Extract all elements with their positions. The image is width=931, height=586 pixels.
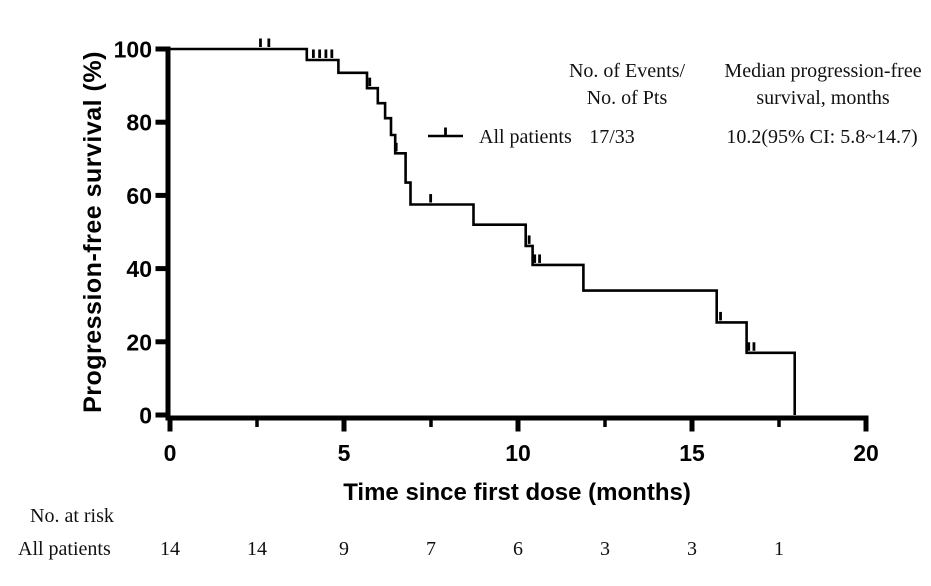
x-axis-tick-marks xyxy=(167,418,869,432)
x-tick-label-0: 0 xyxy=(164,440,177,466)
x-tick-label-10: 10 xyxy=(505,440,531,466)
at-risk-value-3: 7 xyxy=(426,538,436,560)
legend: All patients No. of Events/ No. of Pts M… xyxy=(428,60,922,148)
y-tick-label-0: 0 xyxy=(139,403,152,429)
at-risk-table: No. at risk All patients 14 14 9 7 6 3 3 1 xyxy=(18,505,784,560)
axes: 100 80 60 40 20 0 0 5 10 15 20 xyxy=(114,37,879,467)
y-tick-label-60: 60 xyxy=(126,183,152,209)
events-header-line1: No. of Events/ xyxy=(569,60,686,82)
censor-marks xyxy=(259,38,756,351)
x-axis-tick-labels: 0 5 10 15 20 xyxy=(164,440,879,466)
y-tick-label-100: 100 xyxy=(114,37,152,63)
y-tick-label-20: 20 xyxy=(126,329,152,355)
x-tick-label-20: 20 xyxy=(853,440,879,466)
x-tick-label-15: 15 xyxy=(679,440,705,466)
legend-series-label: All patients xyxy=(479,126,572,148)
at-risk-value-0: 14 xyxy=(160,538,180,560)
at-risk-value-1: 14 xyxy=(247,538,267,560)
at-risk-value-2: 9 xyxy=(339,538,349,560)
at-risk-title: No. at risk xyxy=(30,505,114,527)
at-risk-value-4: 6 xyxy=(513,538,523,560)
at-risk-value-6: 3 xyxy=(687,538,697,560)
y-tick-label-40: 40 xyxy=(126,256,152,282)
at-risk-value-5: 3 xyxy=(600,538,610,560)
median-header-line2: survival, months xyxy=(756,87,890,109)
y-tick-label-80: 80 xyxy=(126,110,152,136)
at-risk-value-7: 1 xyxy=(774,538,784,560)
at-risk-row-label: All patients xyxy=(18,538,111,560)
y-axis-tick-marks xyxy=(155,46,168,418)
at-risk-values: 14 14 9 7 6 3 3 1 xyxy=(160,538,784,560)
events-header-line2: No. of Pts xyxy=(587,87,668,109)
km-curve-all-patients xyxy=(170,47,796,415)
legend-median-value: 10.2(95% CI: 5.8~14.7) xyxy=(726,126,917,148)
x-axis-title: Time since first dose (months) xyxy=(343,479,691,506)
legend-events-value: 17/33 xyxy=(589,126,635,148)
y-axis-title: Progression-free survival (%) xyxy=(79,51,107,413)
median-header-line1: Median progression-free xyxy=(724,60,921,82)
x-tick-label-5: 5 xyxy=(338,440,351,466)
y-axis-tick-labels: 100 80 60 40 20 0 xyxy=(114,37,152,429)
